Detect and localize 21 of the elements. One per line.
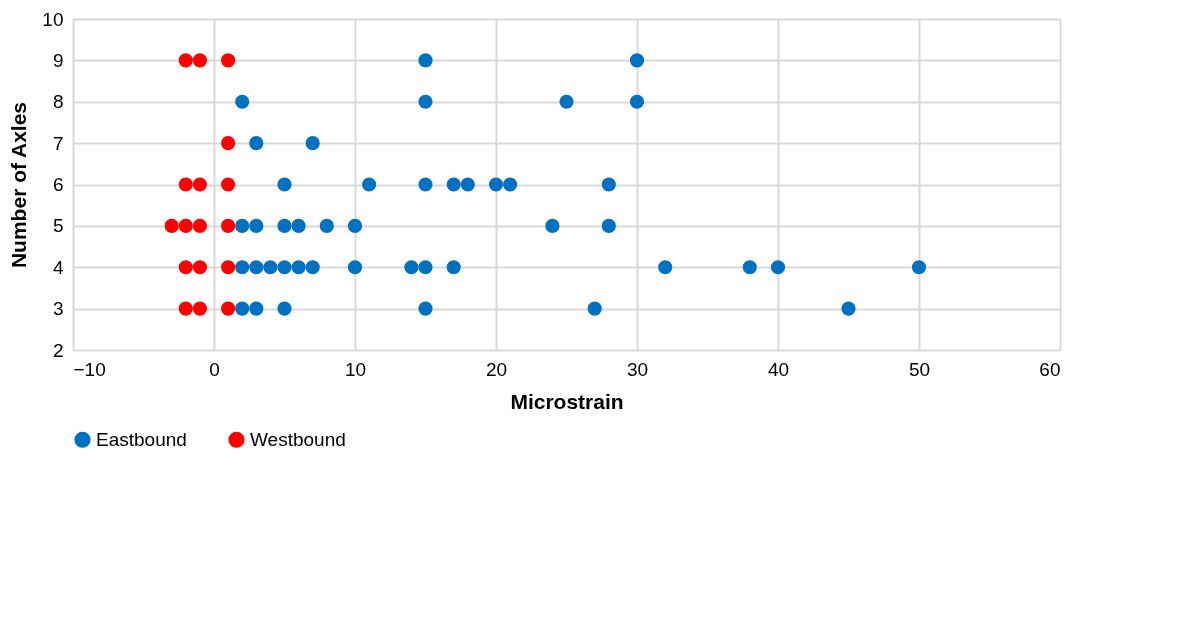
y-axis-title: Number of Axles: [7, 101, 31, 269]
y-tick-label: 10: [42, 8, 64, 30]
x-tick-label: 0: [209, 358, 220, 380]
x-tick-label: 40: [767, 358, 790, 380]
y-tick-label: 9: [52, 49, 64, 71]
legend-label: Westbound: [250, 428, 346, 450]
y-tick-label: 2: [52, 339, 64, 361]
x-axis-title: Microstrain: [510, 389, 624, 413]
y-tick-label: 5: [52, 215, 64, 237]
y-tick-label: 3: [52, 298, 64, 320]
x-tick-label: 20: [485, 358, 508, 380]
y-tick-label: 4: [52, 256, 64, 278]
x-tick-label: 60: [1039, 358, 1061, 380]
x-tick-label: −10: [73, 358, 106, 380]
y-tick-label: 7: [52, 132, 64, 154]
legend-label: Eastbound: [96, 428, 187, 450]
x-tick-label: 50: [908, 358, 931, 380]
x-tick-label: 30: [626, 358, 649, 380]
x-tick-label: 10: [344, 358, 367, 380]
y-tick-label: 8: [52, 91, 64, 113]
y-tick-label: 6: [52, 174, 64, 195]
